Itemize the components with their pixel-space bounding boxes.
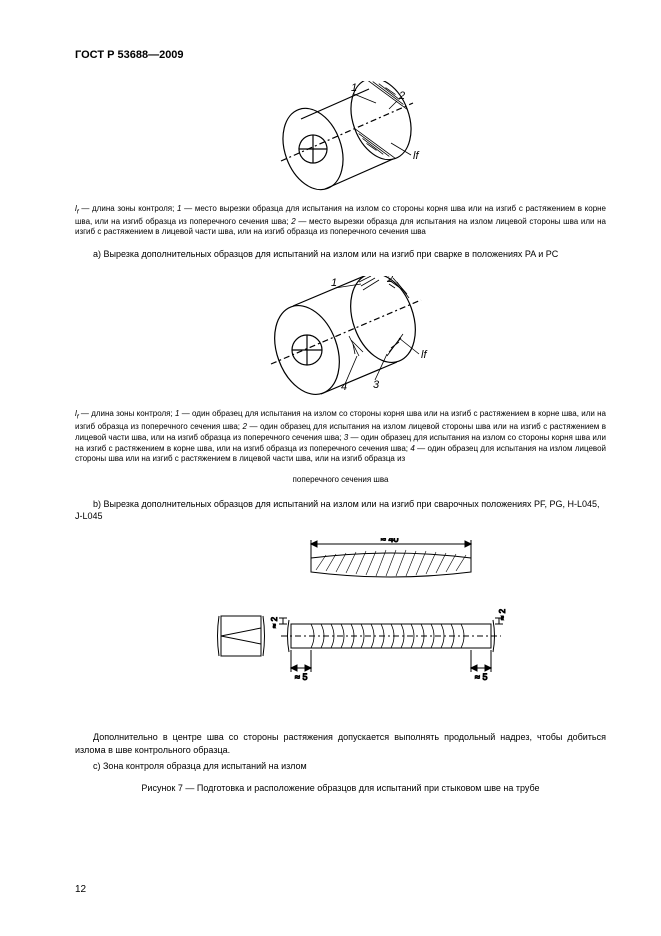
figure-title: Рисунок 7 — Подготовка и расположение об… (75, 782, 606, 794)
svg-text:≈ 5: ≈ 5 (475, 672, 487, 682)
doc-header: ГОСТ Р 53688—2009 (75, 48, 606, 63)
diagram-b: 1 2 3 4 lf (75, 276, 606, 399)
svg-text:≈ 2: ≈ 2 (270, 617, 279, 629)
caption-a-title: a) Вырезка дополнительных образцов для и… (75, 248, 606, 260)
diagram-a-label-2: 2 (398, 90, 405, 102)
caption-b-legend-tail: поперечного сечения шва (75, 475, 606, 486)
page: ГОСТ Р 53688—2009 (0, 0, 661, 936)
caption-b-title: b) Вырезка дополнительных образцов для и… (75, 498, 606, 522)
dim-top: ≈ 40 (381, 538, 398, 544)
caption-a-legend: lf — длина зоны контроля; 1 — место выре… (75, 204, 606, 238)
svg-text:4: 4 (341, 381, 347, 393)
diagram-c: ≈ 40 (75, 538, 606, 721)
caption-b-legend: lf — длина зоны контроля; 1 — один образ… (75, 409, 606, 465)
page-number: 12 (75, 883, 86, 897)
svg-text:2: 2 (386, 276, 393, 285)
svg-text:3: 3 (373, 379, 380, 391)
svg-text:1: 1 (331, 277, 337, 289)
diagram-a-label-1: 1 (351, 82, 357, 94)
svg-text:≈ 2: ≈ 2 (498, 609, 507, 621)
svg-text:lf: lf (421, 349, 427, 361)
item-c: c) Зона контроля образца для испытаний н… (75, 760, 606, 772)
body-text: Дополнительно в центре шва со стороны ра… (75, 731, 606, 755)
diagram-a-lf: lf (413, 150, 419, 162)
diagram-a: 1 2 lf (75, 81, 606, 194)
svg-text:≈ 5: ≈ 5 (295, 672, 307, 682)
